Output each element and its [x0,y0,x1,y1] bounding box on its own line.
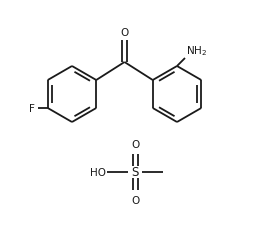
Text: O: O [120,28,129,38]
Text: HO: HO [90,167,106,177]
Text: F: F [29,104,35,114]
Text: S: S [131,166,139,179]
Text: O: O [131,195,139,205]
Text: NH$_2$: NH$_2$ [186,44,207,58]
Text: O: O [131,139,139,149]
